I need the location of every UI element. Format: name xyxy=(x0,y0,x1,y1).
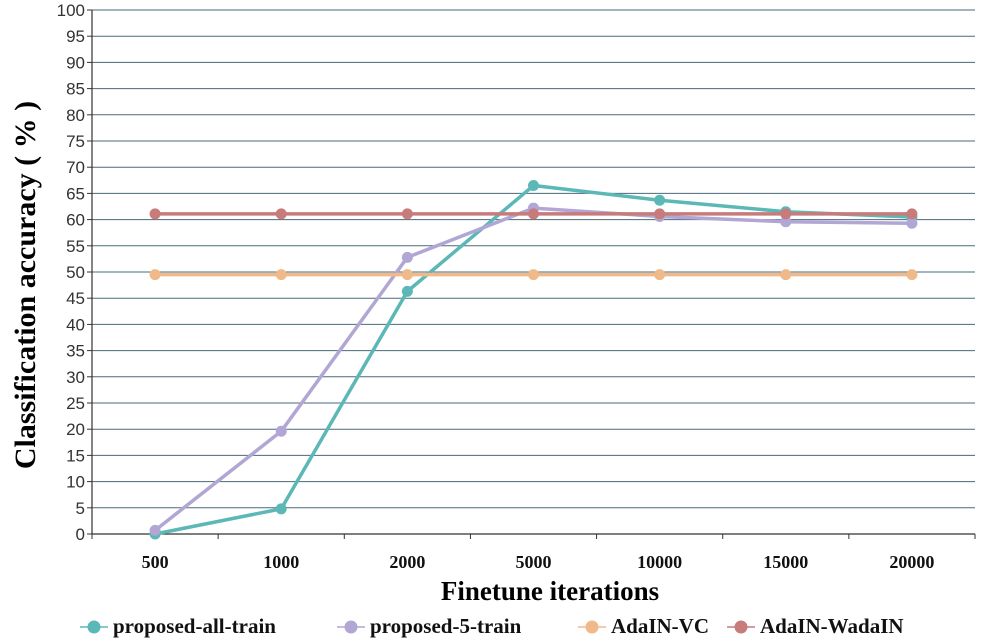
gridlines xyxy=(92,9,975,535)
legend-item-adain-vc: AdaIN-VC xyxy=(578,614,709,638)
y-tick-label: 60 xyxy=(66,211,85,230)
legend-label: proposed-all-train xyxy=(113,614,276,638)
data-point xyxy=(149,208,161,220)
data-point xyxy=(401,285,413,297)
data-point xyxy=(401,269,413,281)
legend: proposed-all-train proposed-5-train AdaIN-… xyxy=(80,614,904,638)
y-tick-label: 100 xyxy=(57,1,85,20)
y-axis-title: Classification accuracy ( % ) xyxy=(9,101,42,469)
x-tick-label: 2000 xyxy=(389,552,425,572)
legend-swatch-marker xyxy=(734,620,748,634)
y-tick-label: 5 xyxy=(76,499,85,518)
data-point xyxy=(275,269,287,281)
x-tick-label: 5000 xyxy=(516,552,552,572)
y-tick-label: 25 xyxy=(66,394,85,413)
y-tick-label: 0 xyxy=(76,525,85,544)
legend-label: proposed-5-train xyxy=(370,614,522,638)
data-point xyxy=(275,503,287,515)
data-point xyxy=(149,524,161,536)
x-tick-labels: 500 1000 2000 5000 10000 15000 20000 xyxy=(142,552,935,572)
y-tick-label: 55 xyxy=(66,237,85,256)
legend-item-proposed-all-train: proposed-all-train xyxy=(80,614,276,638)
data-point xyxy=(528,180,539,192)
legend-label: AdaIN-WadaIN xyxy=(760,614,904,638)
series-adain-wadain xyxy=(149,208,918,220)
data-point xyxy=(528,208,539,220)
legend-item-proposed-5-train: proposed-5-train xyxy=(337,614,522,638)
legend-swatch-marker xyxy=(585,620,599,634)
y-tick-label: 45 xyxy=(66,289,85,308)
data-point xyxy=(780,208,792,220)
series-proposed-5-train xyxy=(149,202,918,536)
data-point xyxy=(780,269,792,281)
y-tick-label: 75 xyxy=(66,132,85,151)
legend-label: AdaIN-VC xyxy=(611,614,709,638)
x-tick-label: 500 xyxy=(142,552,169,572)
data-point xyxy=(401,251,413,263)
y-tick-label: 95 xyxy=(66,27,85,46)
data-point xyxy=(906,217,918,229)
data-point xyxy=(906,208,918,220)
data-point xyxy=(780,216,792,228)
legend-item-adain-wadain: AdaIN-WadaIN xyxy=(727,614,904,638)
data-point xyxy=(149,269,161,281)
x-axis-title: Finetune iterations xyxy=(441,576,659,606)
y-tick-label: 30 xyxy=(66,368,85,387)
data-series xyxy=(149,180,918,540)
series-proposed-all-train xyxy=(149,180,918,540)
x-tick-label: 15000 xyxy=(763,552,808,572)
data-point xyxy=(401,208,413,220)
y-tick-label: 40 xyxy=(66,315,85,334)
y-tick-label: 10 xyxy=(66,473,85,492)
legend-swatch-marker xyxy=(344,620,358,634)
x-tick-label: 10000 xyxy=(637,552,682,572)
y-tick-label: 90 xyxy=(66,53,85,72)
y-tick-label: 35 xyxy=(66,342,85,361)
y-tick-label: 20 xyxy=(66,420,85,439)
x-tick-label: 1000 xyxy=(263,552,299,572)
data-point xyxy=(275,208,287,220)
data-point xyxy=(654,269,666,281)
y-tick-label: 80 xyxy=(66,106,85,125)
data-point xyxy=(906,269,918,281)
legend-swatch-marker xyxy=(87,620,101,634)
y-tick-label: 85 xyxy=(66,80,85,99)
y-tick-label: 70 xyxy=(66,158,85,177)
y-tick-label: 50 xyxy=(66,263,85,282)
data-point xyxy=(528,269,539,281)
data-point xyxy=(654,194,666,206)
y-tick-label: 65 xyxy=(66,184,85,203)
data-point xyxy=(275,425,287,437)
series-adain-vc xyxy=(149,269,918,281)
y-tick-labels: 0 5 10 15 20 25 30 35 40 45 50 55 60 65 70 75 80 85 90 95 10… xyxy=(57,1,92,544)
y-tick-label: 15 xyxy=(66,446,85,465)
x-tick-label: 20000 xyxy=(889,552,934,572)
data-point xyxy=(654,208,666,220)
